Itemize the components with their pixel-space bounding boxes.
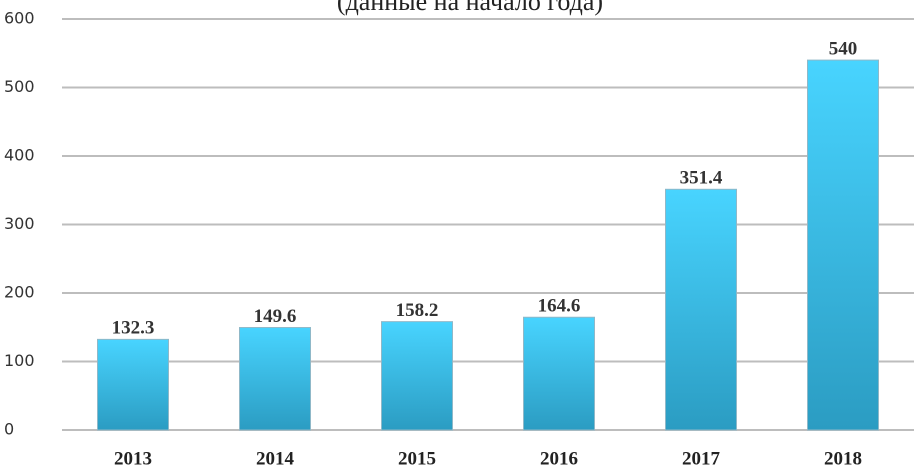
value-label: 149.6 [254, 306, 297, 327]
y-tick-label: 500 [4, 77, 35, 96]
chart-subtitle: (данные на начало года) [337, 0, 603, 16]
value-label: 540 [829, 38, 858, 59]
bar [807, 59, 879, 431]
x-tick-label: 2018 [824, 448, 862, 469]
y-tick-label: 200 [4, 283, 35, 302]
x-tick-label: 2015 [398, 448, 436, 469]
value-label: 164.6 [538, 296, 581, 317]
bar [665, 188, 737, 431]
bar [523, 316, 595, 431]
x-tick-label: 2016 [540, 448, 578, 469]
y-tick-label: 600 [4, 9, 35, 28]
value-label: 351.4 [680, 168, 723, 189]
x-tick-label: 2013 [114, 448, 152, 469]
value-label: 132.3 [112, 318, 155, 339]
y-tick-label: 400 [4, 146, 35, 165]
bar [381, 321, 453, 431]
value-label: 158.2 [396, 300, 439, 321]
y-tick-label: 300 [4, 214, 35, 233]
y-tick-label: 100 [4, 351, 35, 370]
x-tick-label: 2017 [682, 448, 721, 469]
bar [239, 327, 311, 431]
y-tick-label: 0 [4, 420, 14, 439]
x-tick-label: 2014 [256, 448, 295, 469]
bar [97, 338, 169, 431]
